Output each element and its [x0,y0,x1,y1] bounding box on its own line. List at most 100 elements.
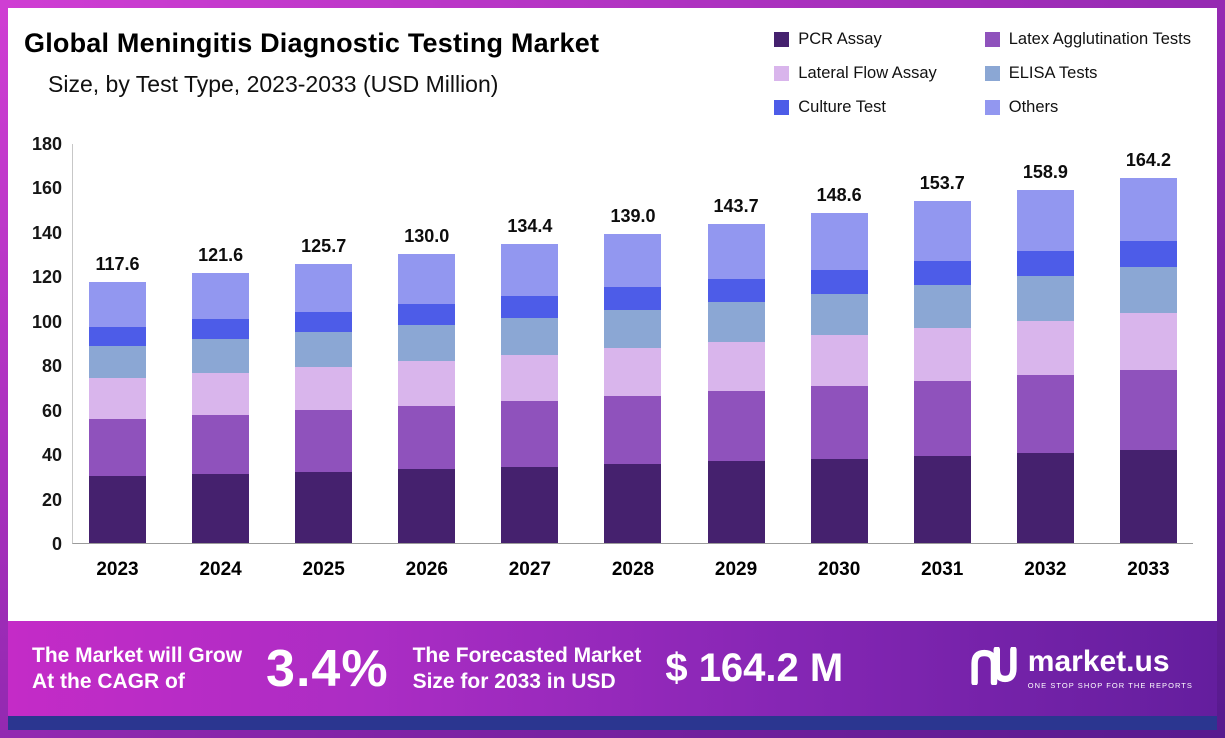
bar-group-2027: 134.4 2027 [501,216,559,580]
bar-segment-elisa-tests [1119,267,1177,314]
bar-group-2032: 158.9 2032 [1016,162,1074,580]
bar-segment-pcr-assay [398,469,456,543]
y-tick-label: 180 [31,134,62,154]
legend-label: ELISA Tests [1008,64,1098,82]
bar-total-label: 148.6 [816,184,862,205]
bar-stack [89,281,146,543]
bar-segment-others [295,263,353,312]
chart-header: Global Meningitis Diagnostic Testing Mar… [8,8,1217,138]
y-tick-label: 80 [41,356,62,377]
forecast-label-line2: Size for 2033 in USD [412,669,616,693]
legend-item-elisa-tests: ELISA Tests [984,64,1191,83]
bar-stack [1016,189,1074,543]
bar-total-label: 125.7 [301,235,347,256]
bar-segment-elisa-tests [89,345,146,379]
bar-stack [398,254,456,543]
x-axis-label: 2023 [96,559,139,580]
legend-label: Culture Test [798,98,887,116]
bar-stack [604,234,662,543]
cagr-label-line1: The Market will Grow [32,643,243,667]
bar-group-2024: 121.6 2024 [192,245,250,580]
legend-label: Latex Agglutination Tests [1008,30,1191,48]
legend-swatch-elisa-tests [984,66,1000,81]
bar-total-label: 164.2 [1125,150,1171,171]
bottom-strip [8,716,1217,730]
bar-segment-others [810,212,868,270]
bar-segment-lateral-flow-assay [604,348,662,397]
x-axis-label: 2027 [508,559,552,580]
chart-area: 0 20 40 60 80 100 120 140 160 180 117.6 2023 121.6 2… [8,134,1217,621]
bar-stack [1119,178,1177,543]
x-axis-label: 2028 [611,559,655,580]
chart-subtitle: Size, by Test Type, 2023-2033 (USD Milli… [48,71,499,97]
bar-segment-others [89,281,146,327]
bar-stack [295,263,353,543]
x-axis-label: 2030 [818,559,861,580]
bar-segment-lateral-flow-assay [707,341,765,392]
brand-text: market.us ONE STOP SHOP FOR THE REPORTS [1027,647,1193,691]
bar-segment-elisa-tests [707,301,765,342]
bar-segment-culture-test [913,260,971,286]
title-block: Global Meningitis Diagnostic Testing Mar… [24,28,599,138]
bar-segment-elisa-tests [398,324,456,361]
legend-item-others: Others [984,98,1191,117]
x-axis-label: 2033 [1127,559,1170,580]
bar-segment-pcr-assay [707,461,765,543]
legend: PCR Assay Latex Agglutination Tests Latera… [774,30,1191,138]
bar-segment-lateral-flow-assay [501,354,559,402]
bar-segment-elisa-tests [913,285,971,328]
bar-segment-lateral-flow-assay [295,366,353,411]
bar-segment-latex-agglutination-tests [192,414,250,475]
bar-segment-latex-agglutination-tests [1119,369,1177,450]
bar-segment-elisa-tests [295,331,353,367]
bar-segment-elisa-tests [1016,276,1074,321]
bar-segment-others [192,272,250,320]
y-axis: 0 20 40 60 80 100 120 140 160 180 [18,134,72,554]
bar-group-2033: 164.2 2033 [1119,150,1177,580]
bar-segment-culture-test [89,326,146,346]
bar-total-label: 153.7 [919,173,965,194]
legend-item-pcr-assay: PCR Assay [774,30,936,49]
bar-total-label: 117.6 [95,253,140,274]
legend-swatch-lateral-flow-assay [774,66,790,81]
bar-segment-culture-test [1119,241,1177,268]
y-tick-label: 20 [41,489,62,510]
bar-segment-pcr-assay [604,464,662,543]
bar-segment-latex-agglutination-tests [295,410,353,472]
marketus-logo-icon [970,646,1018,690]
bar-group-2028: 139.0 2028 [604,206,662,580]
forecast-label: The Forecasted Market Size for 2033 in U… [413,643,642,694]
x-axis-label: 2024 [199,559,242,580]
bar-stack [192,272,250,543]
bar-segment-culture-test [398,303,456,325]
forecast-label-line1: The Forecasted Market [412,643,642,667]
bar-segment-elisa-tests [192,338,250,373]
plot-area: 117.6 2023 121.6 2024 125.7 2025 130.0 2026 134.… [72,144,1193,580]
bar-segment-culture-test [707,278,765,302]
bar-total-label: 143.7 [713,195,759,216]
y-tick-label: 160 [31,178,62,199]
bar-segment-others [913,201,971,261]
bar-stack [810,212,868,543]
legend-swatch-others [984,100,1000,115]
bar-stack [501,244,559,543]
bar-segment-latex-agglutination-tests [810,386,868,459]
bar-segment-others [707,223,765,279]
bar-group-2031: 153.7 2031 [913,173,971,580]
bar-stack [913,201,971,543]
bar-segment-pcr-assay [1119,449,1177,543]
bar-stack [707,223,765,543]
bar-segment-others [501,244,559,296]
bar-group-2025: 125.7 2025 [295,235,353,580]
chart-title: Global Meningitis Diagnostic Testing Mar… [24,28,600,58]
bar-segment-pcr-assay [501,466,559,543]
x-axis-label: 2026 [405,559,448,580]
cagr-label-line2: At the CAGR of [32,669,185,693]
brand-tagline: ONE STOP SHOP FOR THE REPORTS [1027,681,1193,690]
legend-swatch-pcr-assay [774,32,790,47]
cagr-label: The Market will Grow At the CAGR of [32,643,242,694]
legend-item-culture-test: Culture Test [774,98,936,117]
forecast-value: $ 164.2 M [665,646,844,690]
y-tick-label: 40 [41,445,62,466]
bar-segment-pcr-assay [810,458,868,543]
